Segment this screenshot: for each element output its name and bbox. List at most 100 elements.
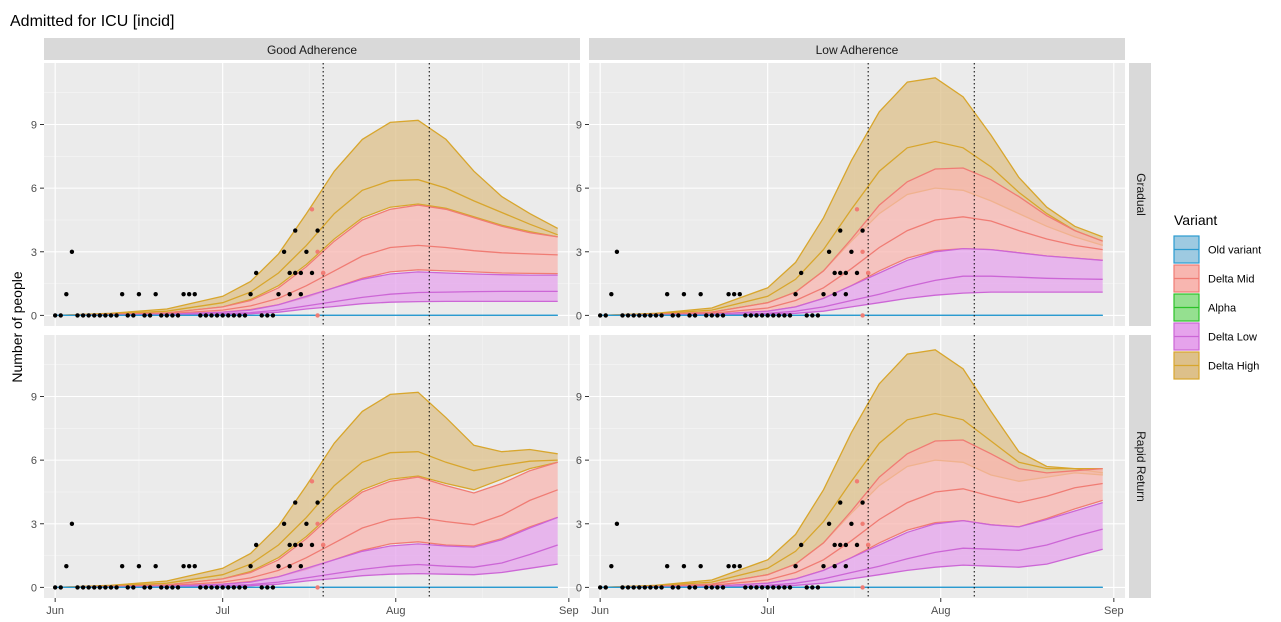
observed-point [731, 291, 737, 297]
y-tick-label: 0 [31, 310, 37, 322]
observed-point [832, 270, 837, 276]
x-tick-label: Aug [386, 605, 406, 617]
observed-point [765, 585, 770, 590]
observed-point [276, 563, 281, 569]
observed-point-red [860, 313, 865, 318]
ribbon-delta-high [55, 120, 558, 316]
observed-point [838, 228, 843, 233]
observed-point [838, 542, 843, 548]
observed-point [103, 585, 108, 590]
observed-point [771, 585, 776, 590]
observed-point [153, 563, 158, 569]
observed-point [58, 585, 63, 590]
ribbon-delta-mid [600, 440, 1103, 588]
line-delta-high-upper [600, 349, 1103, 589]
x-tick-label: Jul [216, 605, 230, 617]
observed-point [609, 291, 614, 297]
observed-point [309, 542, 315, 548]
y-tick-label: 9 [31, 392, 37, 404]
observed-point-red [860, 585, 865, 590]
observed-point [52, 313, 58, 318]
observed-point [648, 313, 653, 318]
panel-low-adherence-rapid-return: 0 3 6 9 Jun Jul Aug Sep [576, 335, 1125, 617]
observed-point [787, 585, 793, 590]
line-delta-mid-mid [600, 216, 1103, 317]
observed-point [854, 542, 860, 548]
observed-point [103, 313, 108, 318]
observed-point [849, 249, 854, 254]
observed-point [92, 585, 97, 590]
observed-point [620, 313, 625, 318]
observed-point [164, 313, 170, 318]
ribbon-delta-mid [55, 205, 558, 316]
observed-point [765, 313, 770, 318]
observed-point [715, 313, 720, 318]
observed-point [776, 585, 782, 590]
observed-point [226, 313, 231, 318]
observed-point [832, 542, 837, 548]
observed-point [92, 313, 97, 318]
observed-point [131, 585, 136, 590]
observed-point [664, 563, 670, 569]
legend-item-old-variant: Old variant [1173, 235, 1261, 264]
y-tick-label: 3 [576, 519, 582, 531]
observed-point [720, 313, 726, 318]
y-tick-label: 6 [31, 455, 37, 467]
observed-point [131, 313, 136, 318]
observed-point-red [865, 270, 871, 276]
observed-point [798, 270, 804, 276]
legend-item-alpha: Alpha [1173, 293, 1237, 322]
observed-point [97, 585, 103, 590]
y-tick-label: 3 [576, 247, 582, 259]
observed-point-red [854, 207, 860, 212]
line-delta-low-upper [600, 501, 1103, 589]
legend-label: Delta High [1208, 361, 1259, 373]
observed-point-red [865, 542, 871, 548]
observed-point [265, 313, 270, 318]
observed-point [754, 313, 759, 318]
observed-point [631, 585, 636, 590]
observed-point [298, 270, 304, 276]
observed-point [231, 313, 237, 318]
observed-point [826, 521, 832, 526]
observed-point [69, 521, 75, 526]
observed-point [715, 585, 720, 590]
observed-point [776, 313, 782, 318]
observed-point [315, 228, 320, 233]
observed-point [754, 585, 759, 590]
observed-point [782, 585, 787, 590]
observed-point [676, 585, 681, 590]
observed-point [854, 270, 860, 276]
line-delta-mid-upper [600, 167, 1103, 317]
observed-point [108, 313, 114, 318]
observed-point [259, 313, 264, 318]
x-tick-label: Sep [559, 605, 579, 617]
observed-point [136, 563, 142, 569]
strip-label-low-adherence: Low Adherence [816, 43, 899, 57]
observed-point [253, 270, 259, 276]
observed-point [653, 313, 659, 318]
observed-point [625, 585, 631, 590]
ribbon-delta-low [600, 502, 1103, 588]
observed-point [720, 585, 726, 590]
observed-point [293, 542, 298, 548]
observed-point [214, 585, 220, 590]
observed-point [748, 585, 754, 590]
observed-point [782, 313, 787, 318]
observed-point [625, 313, 631, 318]
observed-point [181, 291, 186, 297]
y-tick-label: 0 [576, 582, 582, 594]
observed-point [771, 313, 776, 318]
observed-point [804, 585, 809, 590]
observed-point [838, 270, 843, 276]
observed-point [309, 270, 315, 276]
observed-point [642, 313, 648, 318]
observed-point [287, 291, 292, 297]
observed-point [175, 313, 181, 318]
observed-point [108, 585, 114, 590]
legend-item-delta-mid: Delta Mid [1173, 264, 1254, 293]
line-delta-high-mid [55, 179, 558, 317]
observed-point [664, 291, 670, 297]
observed-point [704, 313, 709, 318]
line-delta-low-upper [55, 516, 558, 589]
